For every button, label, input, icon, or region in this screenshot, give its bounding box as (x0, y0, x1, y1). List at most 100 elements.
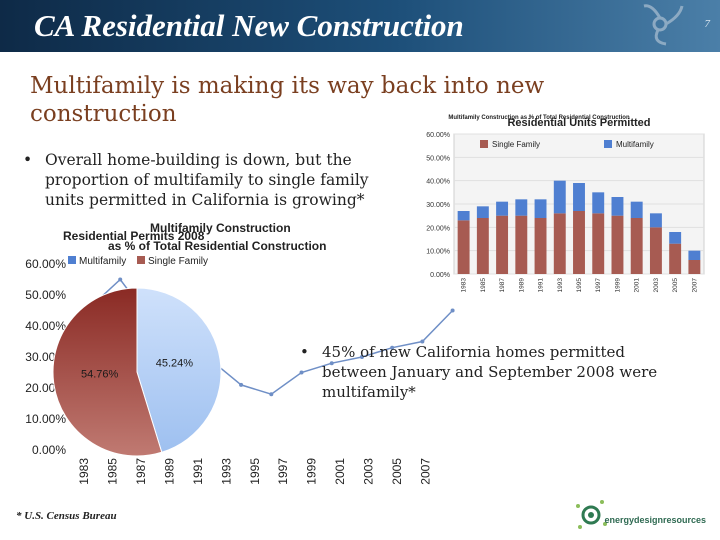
x-tick-label: 1995 (576, 278, 583, 293)
x-tick-label: 1997 (276, 458, 290, 485)
x-tick-label: 1997 (595, 278, 602, 293)
legend-label: Multifamily (79, 256, 126, 267)
bullet-text: Overall home-building is down, but the p… (45, 151, 369, 209)
line-point (118, 277, 123, 282)
bar-multifamily (669, 232, 682, 244)
slide-number: 7 (704, 18, 711, 30)
pie-slice-single-family (52, 287, 163, 457)
bullet-text: 45% of new California homes permitted be… (322, 343, 658, 401)
bar-single-family (496, 215, 509, 274)
bar-single-family (457, 220, 470, 274)
line-chart-title-1: Multifamily Construction (150, 221, 291, 235)
bar-single-family (534, 218, 547, 274)
pie-chart-title: Residential Permits 2008 (63, 229, 205, 243)
x-tick-label: 2001 (333, 458, 347, 485)
bar-single-family (573, 211, 585, 274)
y-tick-label: 60.00% (25, 257, 66, 271)
y-tick-label: 10.00% (426, 249, 450, 256)
line-point (450, 308, 455, 313)
x-tick-label: 1989 (162, 458, 176, 485)
bar-single-family (553, 213, 566, 274)
bullet-item-1: • Overall home-building is down, but the… (23, 150, 410, 210)
pie-value-label: 45.24% (156, 357, 194, 369)
bullet-item-2: • 45% of new California homes permitted … (300, 342, 682, 402)
x-tick-label: 2005 (672, 278, 679, 293)
line-point (420, 339, 425, 344)
bar-single-family (592, 213, 605, 274)
y-tick-label: 60.00% (426, 132, 450, 139)
line-chart-title-2: as % of Total Residential Construction (108, 239, 326, 253)
legend-swatch-single-family (137, 256, 145, 264)
bar-single-family (630, 218, 643, 274)
bar-multifamily (688, 250, 701, 260)
y-tick-label: 40.00% (25, 319, 66, 333)
line-point (390, 345, 395, 350)
legend-swatch-multifamily (604, 140, 612, 148)
y-tick-label: 50.00% (426, 155, 450, 162)
pie-chart: 45.24% 54.76% (52, 287, 222, 457)
source-footnote: * U.S. Census Bureau (16, 510, 117, 522)
legend-swatch-multifamily (68, 256, 76, 264)
legend-swatch-single-family (480, 140, 488, 148)
bar-multifamily (649, 213, 662, 228)
x-tick-label: 2007 (419, 458, 433, 485)
bullet-dot: • (300, 343, 309, 361)
x-tick-label: 1999 (614, 278, 621, 293)
x-tick-label: 1995 (248, 458, 262, 485)
line-point (239, 382, 244, 387)
x-tick-label: 1993 (557, 278, 564, 293)
x-tick-label: 2003 (362, 458, 376, 485)
y-tick-label: 0.00% (32, 443, 66, 457)
y-tick-label: 30.00% (426, 202, 450, 209)
y-tick-label: 20.00% (426, 225, 450, 232)
x-tick-label: 2005 (390, 458, 404, 485)
y-tick-label: 50.00% (25, 288, 66, 302)
x-tick-label: 1991 (538, 278, 545, 293)
bar-multifamily (592, 192, 605, 214)
x-tick-label: 1983 (461, 278, 468, 293)
x-tick-label: 1993 (219, 458, 233, 485)
x-tick-label: 1987 (134, 458, 148, 485)
x-tick-label: 2003 (653, 278, 660, 293)
y-tick-label: 10.00% (25, 412, 66, 426)
line-point (329, 361, 334, 366)
y-tick-label: 40.00% (426, 179, 450, 186)
bar-multifamily (496, 201, 509, 216)
x-tick-label: 2001 (634, 278, 641, 293)
line-point (269, 392, 274, 397)
legend-label: Multifamily (616, 140, 654, 149)
bar-single-family (688, 260, 701, 274)
bar-single-family (476, 218, 489, 274)
brand-name: energydesignresources (604, 515, 706, 525)
slide-title: CA Residential New Construction (34, 8, 464, 43)
bar-single-family (515, 215, 528, 274)
x-tick-label: 1991 (191, 458, 205, 485)
bullet-dot: • (23, 151, 33, 169)
x-tick-label: 1983 (77, 458, 91, 485)
legend-label: Single Family (148, 256, 208, 267)
x-tick-label: 1985 (480, 278, 487, 293)
brand-logo-icon (576, 500, 607, 529)
bar-multifamily (573, 183, 585, 211)
bar-multifamily (553, 180, 566, 214)
slide-subtitle: Multifamily is making its way back into … (30, 73, 545, 127)
x-tick-label: 2007 (691, 278, 698, 293)
bar-multifamily (476, 206, 489, 218)
bar-chart-subtitle: Multifamily Construction as % of Total R… (448, 115, 630, 121)
bar-multifamily (457, 211, 470, 221)
x-tick-label: 1999 (305, 458, 319, 485)
bar-multifamily (534, 199, 547, 218)
line-point (299, 370, 304, 375)
x-tick-label: 1989 (518, 278, 525, 293)
legend-label: Single Family (492, 140, 540, 149)
bar-multifamily (515, 199, 528, 216)
x-tick-label: 1985 (105, 458, 119, 485)
slide-header: CA Residential New Construction 7 (0, 0, 720, 52)
line-point (359, 355, 364, 359)
y-tick-label: 0.00% (430, 272, 450, 279)
pie-slice-multifamily (136, 287, 222, 453)
pie-value-label: 54.76% (81, 369, 119, 381)
bar-multifamily (611, 197, 624, 216)
x-tick-label: 1987 (499, 278, 506, 293)
